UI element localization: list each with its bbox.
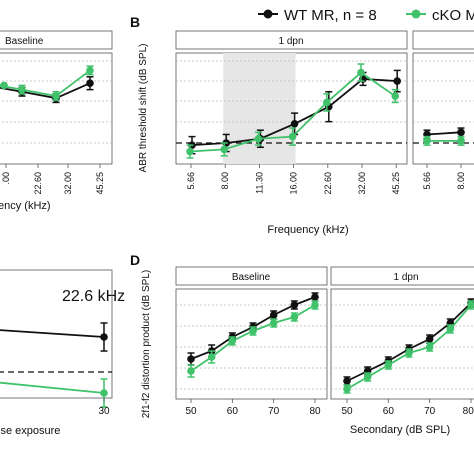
y-axis-label-D: 2f1-f2 distortion product (dB SPL) [141, 270, 152, 418]
panel-label-B: B [130, 14, 140, 30]
x-tick-label: 70 [268, 406, 280, 417]
strip-baseline-top-left [0, 30, 113, 50]
strip-label-baseline-D: Baseline [232, 272, 271, 283]
x-tick-label: 50 [185, 406, 197, 417]
legend-wt-marker [263, 9, 273, 19]
cko-series-point [384, 361, 393, 369]
cko-series-point [405, 349, 413, 357]
x-axis-label-B: Frequency (kHz) [267, 224, 348, 236]
strip-label-1dpn: 1 dpn [278, 36, 303, 47]
cko-series-point [343, 385, 351, 393]
cko-series-point [52, 92, 60, 100]
cko-series-point [187, 367, 195, 375]
x-tick-label: 11.30 [254, 172, 264, 194]
wt-series-line [426, 131, 462, 136]
cko-series-point [467, 301, 474, 309]
cko-series-point [0, 81, 8, 90]
x-tick-label: 16.00 [289, 172, 299, 195]
x-tick-label: .00 [1, 172, 11, 185]
strip-baseline-D [175, 266, 328, 286]
plot-frame-D-baseline [175, 288, 328, 400]
cko-series-point [254, 134, 263, 143]
x-tick-label: 60 [227, 406, 239, 417]
cko-series-point [100, 389, 108, 397]
plot-frame-D-1dpn [330, 288, 474, 400]
plot-frame-bottom-left [0, 269, 113, 399]
strip-partial-right [412, 30, 474, 50]
cko-series-point [423, 137, 431, 145]
x-tick-label: 5.66 [422, 172, 432, 190]
strip-1dpn-D [330, 266, 474, 286]
cko-series-point [220, 145, 228, 154]
x-tick-label: 32.00 [63, 172, 73, 195]
plot-frame-B-partial [412, 52, 474, 165]
legend: WT MR, n = 8 cKO M [258, 7, 474, 24]
cko-series-line [0, 381, 105, 394]
wt-series-point [393, 77, 402, 85]
x-tick-label: 50 [341, 406, 353, 417]
cko-series-point [186, 147, 194, 156]
cko-series-point [18, 85, 26, 94]
x-tick-label: 22.60 [323, 172, 333, 195]
x-tick-label: 80 [309, 406, 321, 417]
x-axis-label-D: Secondary (dB SPL) [350, 424, 450, 436]
strip-1dpn [175, 30, 408, 50]
cko-series-point [228, 337, 237, 345]
wt-series-point [290, 301, 299, 309]
x-tick-label: 45.25 [391, 172, 401, 195]
x-axis-label-top-left: ency (kHz) [0, 200, 51, 212]
legend-wt-label: WT MR, n = 8 [284, 7, 377, 24]
plot-frame-top-left [0, 52, 113, 165]
wt-series-line [0, 329, 105, 338]
wt-series-point [343, 377, 351, 385]
cko-series-point [288, 132, 297, 141]
strip-label-baseline-top-left: Baseline [5, 36, 44, 47]
cko-series-point [446, 325, 455, 333]
bottom-left-title: 22.6 kHz [62, 288, 125, 305]
wt-series-point [187, 355, 195, 363]
cko-series-point [290, 313, 299, 321]
cko-series-point [249, 327, 257, 335]
cko-series-point [391, 92, 400, 100]
x-tick-label: 800 [463, 406, 474, 417]
wt-series-point [86, 79, 94, 88]
legend-cko-marker [411, 9, 421, 19]
wt-series-point [100, 333, 108, 341]
legend-cko-label: cKO M [432, 7, 474, 24]
wt-series-point [425, 335, 434, 343]
x-axis-label-bottom-left: ise exposure [0, 425, 60, 437]
cko-series-point [311, 301, 319, 309]
x-tick-label: 5.66 [186, 172, 196, 190]
cko-series-point [269, 319, 278, 327]
cko-series-point [86, 66, 94, 75]
bottom-left-x-tick: 30 [98, 406, 110, 417]
wt-series-point [290, 119, 299, 128]
wt-series-point [311, 293, 319, 301]
x-tick-label: 45.25 [95, 172, 105, 195]
wt-series-point [457, 128, 465, 137]
x-tick-label: 32.00 [357, 172, 367, 195]
x-tick-label: 8.00 [456, 172, 466, 190]
cko-series-point [425, 343, 434, 351]
x-tick-label: 8.00 [220, 172, 230, 190]
cko-series-point [357, 68, 365, 77]
cko-series-point [323, 98, 331, 107]
panel-label-D: D [130, 252, 140, 268]
x-tick-label: 22.60 [33, 172, 43, 195]
strip-label-1dpn-D: 1 dpn [393, 272, 418, 283]
cko-series-point [363, 373, 372, 381]
x-tick-label: 60 [383, 406, 395, 417]
cko-series-point [457, 137, 465, 145]
x-tick-label: 70 [424, 406, 436, 417]
y-axis-label-B: ABR threshold shift (dB SPL) [138, 44, 149, 173]
cko-series-point [207, 353, 216, 361]
wt-series-point [269, 311, 278, 319]
